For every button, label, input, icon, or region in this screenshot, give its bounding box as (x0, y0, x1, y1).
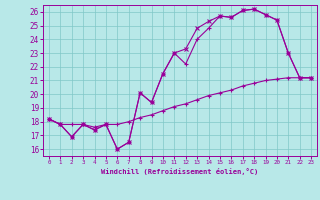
X-axis label: Windchill (Refroidissement éolien,°C): Windchill (Refroidissement éolien,°C) (101, 168, 259, 175)
